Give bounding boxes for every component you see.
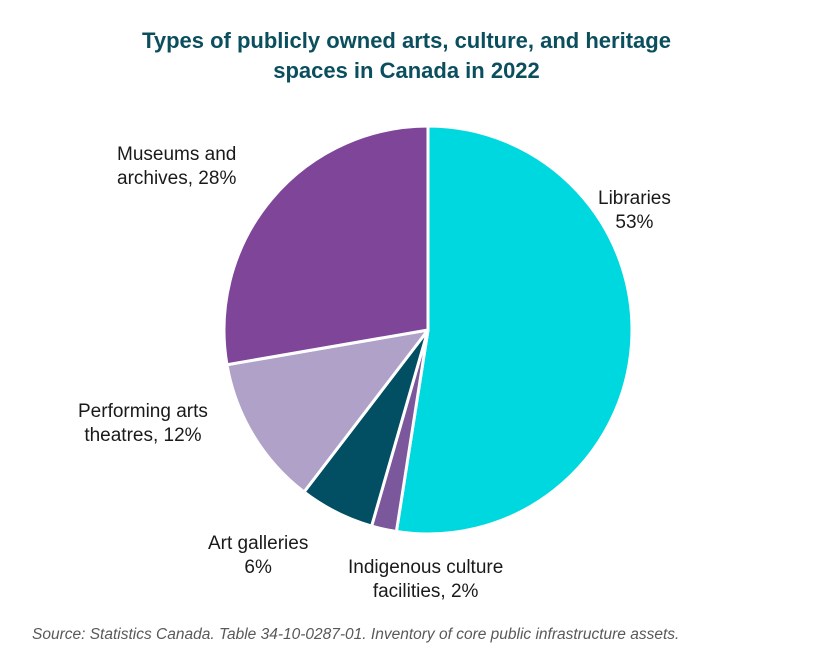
pie-slice-libraries bbox=[394, 124, 634, 536]
source-note: Source: Statistics Canada. Table 34-10-0… bbox=[32, 626, 680, 643]
label-art-galleries-value: 6% bbox=[244, 557, 272, 578]
chart-title: Types of publicly owned arts, culture, a… bbox=[0, 26, 813, 86]
label-performing-arts-theatres: Performing arts theatres, 12% bbox=[78, 400, 208, 448]
pie-slice-museums-and-archives bbox=[222, 124, 430, 367]
label-indigenous-name: Indigenous culture bbox=[348, 557, 504, 578]
label-performing-name: Performing arts bbox=[78, 401, 208, 422]
chart-title-line-2: spaces in Canada in 2022 bbox=[273, 58, 540, 83]
label-museums-value: archives, 28% bbox=[117, 168, 237, 189]
label-performing-value: theatres, 12% bbox=[84, 425, 202, 446]
label-indigenous-value: facilities, 2% bbox=[372, 581, 479, 602]
chart-title-line-1: Types of publicly owned arts, culture, a… bbox=[142, 28, 671, 53]
label-indigenous-culture-facilities: Indigenous culture facilities, 2% bbox=[348, 556, 503, 604]
label-libraries: Libraries 53% bbox=[598, 187, 671, 235]
label-art-galleries-name: Art galleries bbox=[208, 533, 309, 554]
label-museums-and-archives: Museums and archives, 28% bbox=[117, 143, 236, 191]
label-art-galleries: Art galleries 6% bbox=[208, 532, 308, 580]
pie-slice-performing-arts-theatres bbox=[225, 328, 430, 494]
label-libraries-name: Libraries bbox=[598, 188, 671, 209]
label-libraries-value: 53% bbox=[615, 212, 654, 233]
label-museums-name: Museums and bbox=[117, 144, 237, 165]
